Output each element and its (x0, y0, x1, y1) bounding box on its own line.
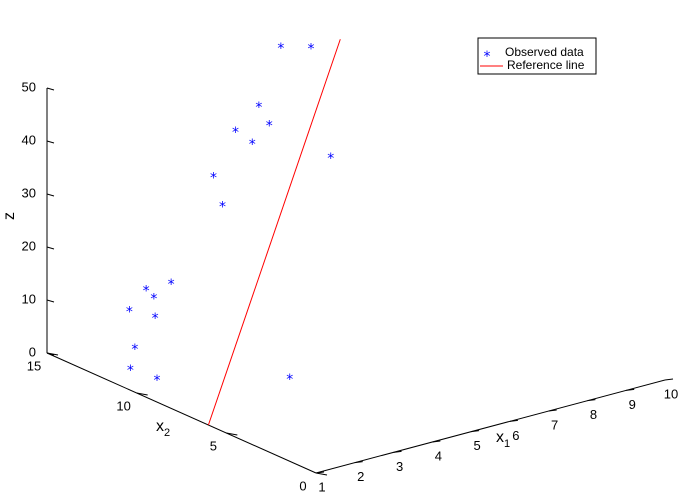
x1-tick-label-5: 6 (512, 428, 519, 443)
z-tick-label-4: 40 (22, 132, 36, 147)
x1-tick-label-0: 1 (318, 479, 325, 494)
observed-point: * (266, 118, 273, 134)
z-tick-5 (46, 87, 55, 91)
observed-point: * (168, 277, 175, 293)
reference-line (207, 39, 341, 426)
x1-tick-label-9: 10 (664, 386, 678, 401)
observed-point: * (308, 41, 315, 57)
x1-tick-label-1: 2 (357, 469, 364, 484)
x2-tick-label-0: 0 (299, 478, 306, 493)
x2-tick-1 (226, 432, 238, 436)
z-tick-label-5: 50 (22, 79, 36, 94)
x1-tick-7 (587, 399, 596, 402)
x1-tick-label-2: 3 (396, 459, 403, 474)
x1-tick-2 (393, 450, 402, 453)
x2-axis-title-subscript: 2 (164, 427, 170, 439)
z-tick-label-1: 10 (22, 291, 36, 306)
legend: * Observed data Reference line (477, 37, 597, 75)
x1-tick-label-4: 5 (473, 438, 480, 453)
x2-tick-2 (136, 392, 148, 396)
x1-tick-5 (509, 419, 518, 422)
x2-tick-label-2: 10 (116, 398, 130, 413)
legend-box (477, 37, 597, 75)
z-tick-1 (46, 299, 55, 303)
z-tick-3 (46, 193, 55, 197)
marks-group: ******************* (126, 39, 341, 426)
observed-point: * (127, 363, 134, 379)
legend-observed-label: Observed data (505, 45, 584, 59)
x2-tick-0 (315, 472, 328, 476)
observed-point: * (277, 41, 284, 57)
observed-point: * (255, 100, 262, 116)
observed-point: * (327, 151, 334, 167)
observed-point: * (152, 311, 159, 327)
z-axis-title: z (1, 212, 18, 220)
x1-tick-label-6: 7 (551, 417, 558, 432)
x1-axis-line (315, 379, 666, 474)
z-tick-label-3: 30 (22, 185, 36, 200)
observed-point: * (153, 373, 160, 389)
observed-point: * (131, 342, 138, 358)
x1-tick-3 (432, 440, 441, 443)
x1-tick-label-7: 8 (590, 407, 597, 422)
observed-point: * (232, 125, 239, 141)
x1-tick-4 (471, 430, 480, 433)
x2-axis-title: x2 (156, 418, 170, 439)
x1-tick-9 (664, 378, 674, 381)
observed-point: * (126, 304, 133, 320)
x1-axis-title-subscript: 1 (504, 438, 510, 450)
legend-observed-marker: * (484, 49, 491, 65)
z-tick-label-0: 0 (29, 344, 36, 359)
x1-axis-title-base: x (496, 429, 504, 446)
observed-point: * (286, 372, 293, 388)
x1-tick-6 (548, 409, 557, 412)
observed-point: * (150, 292, 157, 308)
legend-reference-label: Reference line (507, 58, 585, 72)
observed-point: * (219, 200, 226, 216)
x2-axis-line (46, 352, 317, 474)
x1-tick-label-8: 9 (629, 397, 636, 412)
x1-tick-label-3: 4 (435, 448, 442, 463)
x1-axis-title: x1 (496, 429, 510, 450)
x2-axis-title-base: x (156, 418, 164, 435)
z-tick-4 (46, 140, 55, 144)
z-tick-2 (46, 246, 55, 250)
z-tick-0 (46, 352, 55, 356)
observed-point: * (210, 171, 217, 187)
x1-tick-1 (354, 461, 363, 464)
x2-tick-label-1: 5 (210, 438, 217, 453)
observed-point: * (143, 284, 150, 300)
x1-tick-8 (626, 388, 635, 391)
observed-point: * (249, 137, 256, 153)
x2-tick-label-3: 15 (27, 358, 41, 373)
z-tick-label-2: 20 (22, 238, 36, 253)
